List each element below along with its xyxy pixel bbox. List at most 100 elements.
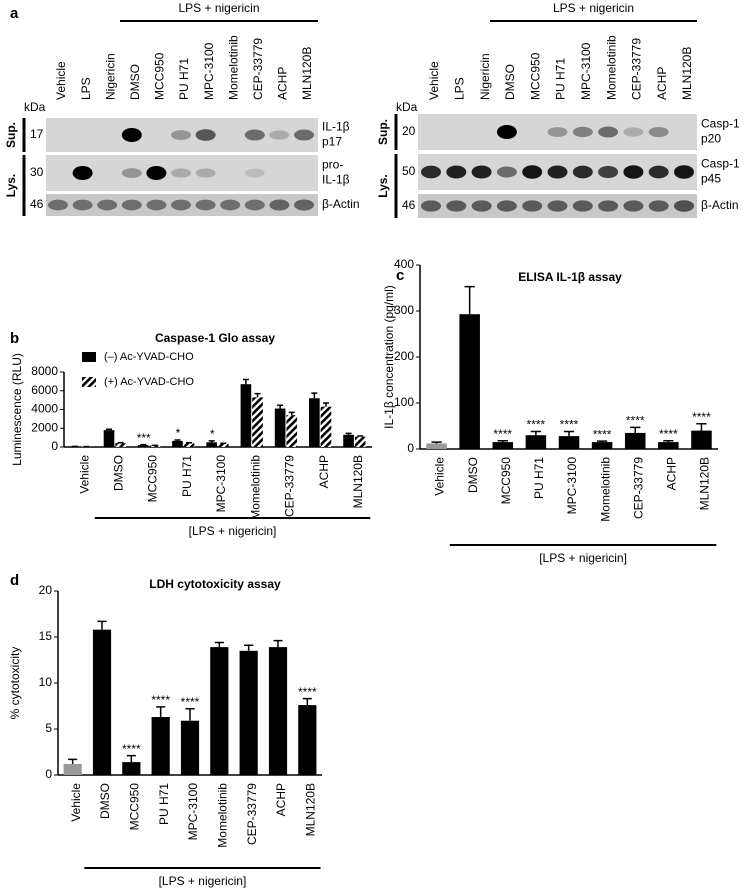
bar bbox=[149, 445, 161, 447]
x-tick-label: MLN120B bbox=[351, 455, 365, 508]
lane-label: Vehicle bbox=[54, 61, 68, 100]
lane-label: Nigericin bbox=[478, 53, 492, 100]
significance: **** bbox=[560, 418, 579, 432]
band bbox=[421, 165, 441, 179]
x-tick-label: MLN120B bbox=[304, 783, 318, 836]
lane-label: DMSO bbox=[503, 64, 517, 100]
y-tick-label: 400 bbox=[394, 257, 414, 271]
lane-label: CEP-33779 bbox=[251, 38, 265, 100]
band-label: Casp-1 bbox=[701, 117, 740, 131]
bar bbox=[274, 408, 286, 447]
x-tick-label: ACHP bbox=[665, 457, 679, 490]
lane-label: Momelotinib bbox=[604, 35, 618, 100]
band bbox=[471, 200, 492, 212]
y-axis-label: % cytotoxicity bbox=[8, 647, 22, 720]
bar bbox=[180, 720, 200, 775]
y-tick-label: 8000 bbox=[31, 364, 58, 378]
x-tick-label: Momelotinib bbox=[248, 455, 262, 520]
legend-swatch bbox=[82, 352, 96, 362]
bar bbox=[63, 763, 82, 775]
y-tick-label: 15 bbox=[39, 629, 53, 643]
bar bbox=[218, 443, 229, 447]
significance: **** bbox=[151, 693, 170, 707]
bar bbox=[343, 434, 354, 447]
bar bbox=[492, 442, 514, 449]
x-tick-label: DMSO bbox=[98, 783, 112, 819]
x-tick-label: MCC950 bbox=[146, 455, 160, 503]
bar bbox=[658, 442, 679, 449]
error-bar bbox=[214, 641, 224, 648]
error-bar bbox=[696, 422, 707, 431]
error-bar bbox=[431, 441, 442, 444]
significance: **** bbox=[626, 414, 645, 428]
bar bbox=[624, 432, 646, 449]
bar bbox=[309, 398, 320, 447]
x-tick-label: Vehicle bbox=[77, 455, 91, 494]
band bbox=[146, 199, 167, 211]
error-bar bbox=[126, 754, 136, 763]
x-tick-label: Momelotinib bbox=[216, 783, 230, 848]
band bbox=[598, 165, 619, 179]
bar bbox=[558, 436, 580, 449]
x-tick-label: MLN120B bbox=[698, 457, 712, 510]
error-bar bbox=[106, 428, 113, 431]
significance: **** bbox=[181, 695, 200, 709]
error-bar bbox=[242, 378, 249, 385]
band bbox=[244, 129, 265, 141]
bar bbox=[298, 705, 317, 775]
x-tick-label: CEP-33779 bbox=[631, 457, 645, 519]
bar bbox=[691, 430, 712, 449]
legend-swatch bbox=[82, 377, 96, 387]
band bbox=[72, 199, 93, 211]
band-label: IL-1β bbox=[322, 120, 350, 134]
bar bbox=[525, 435, 547, 449]
y-tick-label: 6000 bbox=[31, 383, 58, 397]
significance: **** bbox=[659, 427, 678, 441]
band-label: p45 bbox=[701, 172, 721, 186]
significance: **** bbox=[527, 418, 546, 432]
bar bbox=[210, 647, 229, 775]
x-tick-label: PU H71 bbox=[157, 783, 171, 825]
bar bbox=[354, 436, 366, 447]
bar bbox=[103, 430, 115, 447]
band bbox=[121, 128, 142, 142]
bar bbox=[137, 445, 149, 447]
lane-label: Vehicle bbox=[427, 61, 441, 100]
x-tick-label: ACHP bbox=[274, 783, 288, 816]
kda-value: 46 bbox=[402, 198, 416, 212]
lane-label: LPS bbox=[79, 77, 93, 100]
band bbox=[269, 130, 290, 140]
y-axis-label: IL-1β concentration (pg/ml) bbox=[382, 285, 396, 429]
bar bbox=[426, 443, 447, 449]
bar bbox=[240, 384, 252, 447]
bar bbox=[459, 314, 480, 449]
x-tick-label: CEP-33779 bbox=[245, 783, 259, 845]
blot-strip bbox=[46, 194, 318, 216]
x-tick-label: CEP-33779 bbox=[283, 455, 297, 517]
lane-label: MPC-3100 bbox=[579, 42, 593, 100]
lane-label: CEP-33779 bbox=[630, 38, 644, 100]
bracket-label: [LPS + nigericin] bbox=[539, 551, 627, 565]
kda-value: 50 bbox=[402, 164, 416, 178]
kda-value: 46 bbox=[30, 197, 44, 211]
band bbox=[623, 127, 644, 137]
band bbox=[121, 168, 142, 178]
lane-label: MCC950 bbox=[528, 52, 542, 100]
bar bbox=[320, 406, 332, 447]
band bbox=[195, 168, 216, 178]
error-bar bbox=[277, 404, 284, 409]
significance: **** bbox=[593, 427, 612, 441]
band bbox=[195, 199, 216, 211]
band bbox=[572, 126, 593, 138]
band bbox=[572, 200, 593, 212]
error-bar bbox=[630, 426, 641, 433]
error-bar bbox=[302, 697, 312, 706]
band bbox=[674, 165, 694, 179]
band-label: β-Actin bbox=[701, 198, 739, 212]
kda-value: 20 bbox=[402, 124, 416, 138]
error-bar bbox=[97, 620, 107, 630]
bar bbox=[151, 717, 170, 775]
error-bar bbox=[174, 439, 181, 441]
lane-label: ACHP bbox=[276, 67, 290, 100]
panel-label: d bbox=[10, 572, 19, 589]
